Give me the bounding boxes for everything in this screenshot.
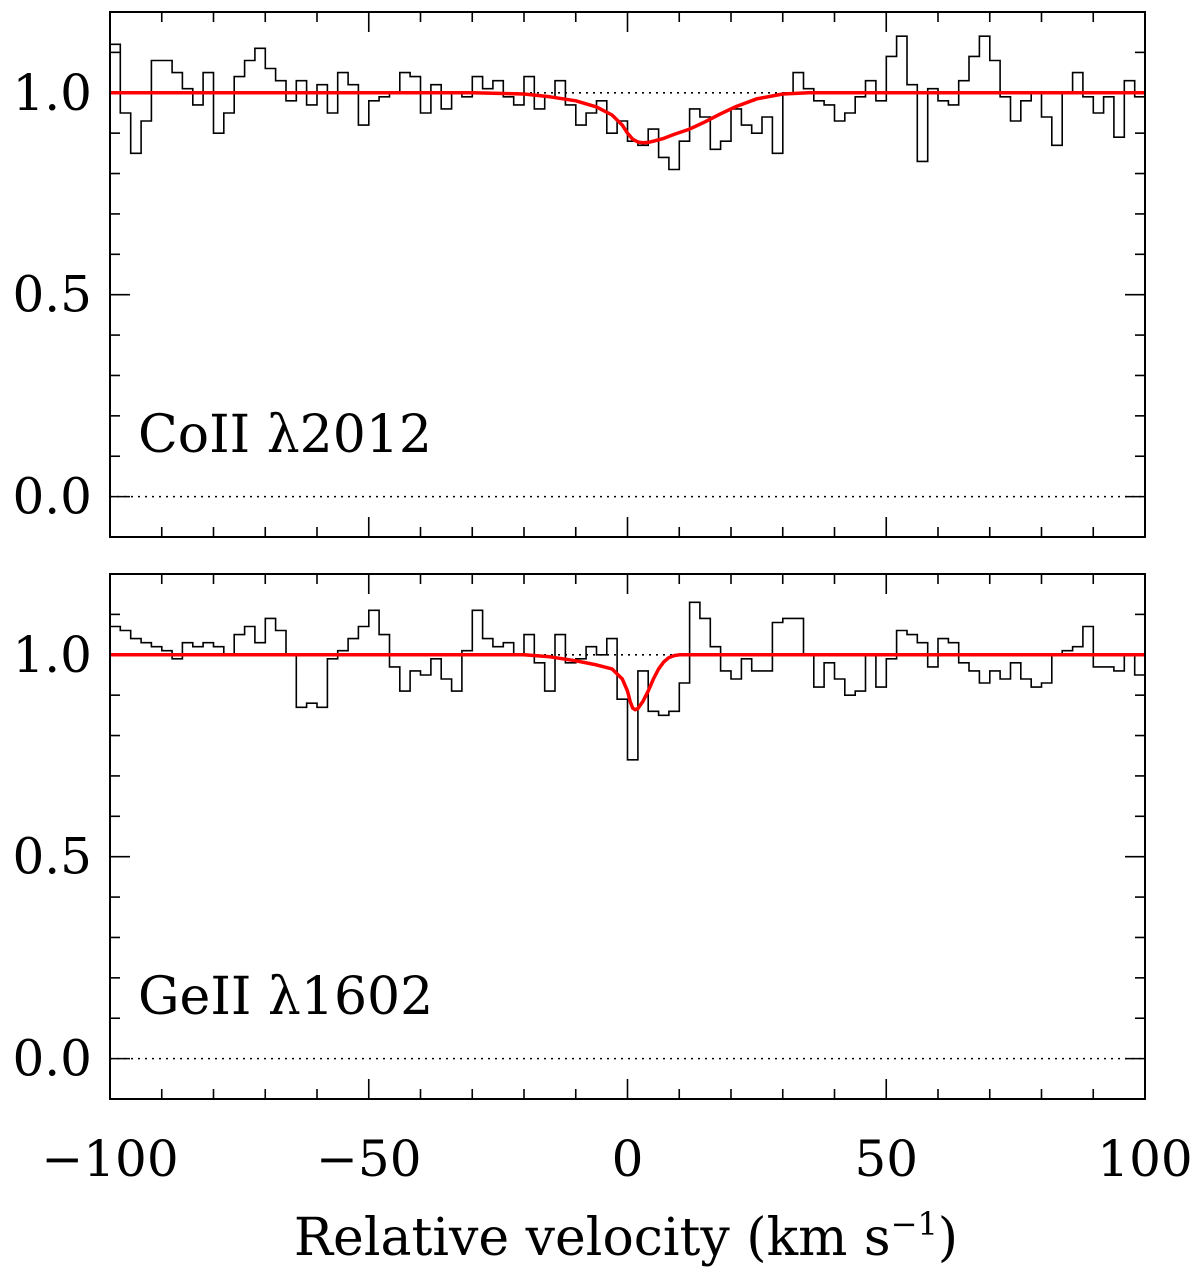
panel-geii-1602: 0.0 0.5 1.0 GeII λ1602	[12, 573, 1146, 1100]
x-tick-labels: −100 −50 0 50 100	[41, 1130, 1192, 1188]
x-tick-label: 50	[854, 1130, 918, 1188]
y-tick-label: 0.0	[12, 468, 92, 526]
panel-label-geii: GeII λ1602	[138, 967, 433, 1027]
x-tick-label: −50	[316, 1130, 422, 1188]
y-tick-label: 0.5	[12, 828, 92, 886]
y-tick-label: 0.0	[12, 1030, 92, 1088]
x-axis-title: Relative velocity (km s−1)	[294, 1205, 958, 1268]
x-tick-label: −100	[41, 1130, 178, 1188]
model-fit-curve	[110, 91, 1145, 145]
x-tick-label: 0	[612, 1130, 644, 1188]
plot-frame	[109, 11, 1146, 538]
data-histogram	[110, 35, 1145, 171]
model-fit-curve	[110, 653, 1145, 712]
y-tick-label: 1.0	[12, 64, 92, 122]
data-histogram	[110, 601, 1145, 761]
plot-frame	[109, 573, 1146, 1100]
y-tick-label: 0.5	[12, 266, 92, 324]
y-tick-label: 1.0	[12, 626, 92, 684]
panel-label-coii: CoII λ2012	[138, 405, 432, 465]
panel-coii-2012: 0.0 0.5 1.0 CoII λ2012	[12, 11, 1146, 538]
x-tick-label: 100	[1097, 1130, 1192, 1188]
